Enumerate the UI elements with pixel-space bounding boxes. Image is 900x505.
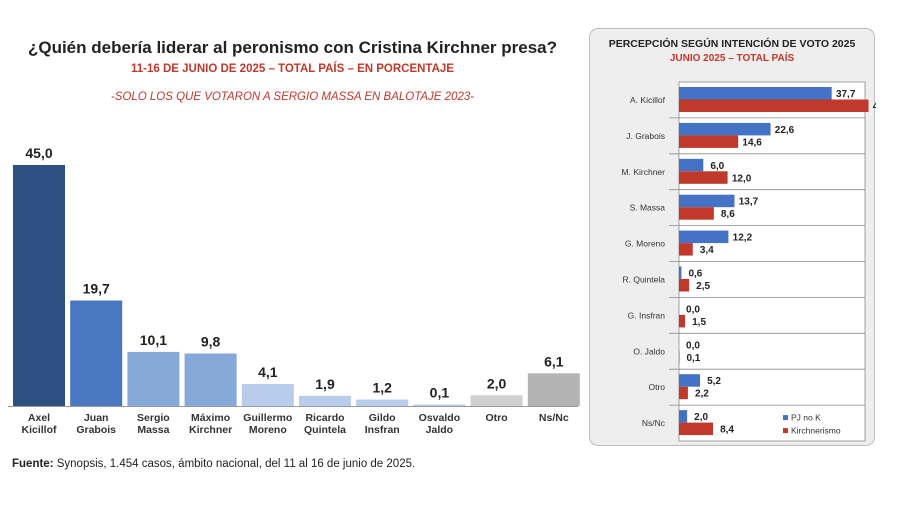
y-tick-label: G. Insfran: [628, 310, 666, 320]
bar: [241, 384, 294, 406]
bar-pj-no-k: [679, 266, 682, 279]
chart-note: -SOLO LOS QUE VOTARON A SERGIO MASSA EN …: [110, 91, 475, 103]
bar-value-label: 0,0: [686, 304, 700, 315]
bar-value-label: 8,6: [721, 209, 735, 220]
bar-value-label: 12,2: [733, 233, 753, 244]
bar-pj-no-k: [679, 158, 704, 172]
bar: [70, 300, 123, 406]
bar-value-label: 1,9: [315, 376, 335, 392]
bar-pj-no-k: [679, 410, 688, 423]
bar-value-label: 0,1: [430, 385, 450, 401]
legend-label: PJ no K: [791, 413, 821, 423]
bar-value-label: 8,4: [720, 425, 734, 436]
bar: [13, 165, 65, 406]
legend-label: Kirchnerismo: [791, 426, 841, 436]
source-label: Fuente:: [12, 458, 54, 470]
bar-value-label: 2,0: [694, 412, 708, 423]
x-tick-label: Ricardo Quintela: [304, 412, 346, 436]
x-tick-label: Guillermo Moreno: [243, 412, 292, 436]
bar-value-label: 14,6: [742, 137, 762, 148]
x-tick-label: Axel Kicillof: [21, 412, 57, 436]
bar-kirchnerismo: [679, 243, 693, 256]
bar: [470, 395, 523, 406]
bar-kirchnerismo: [679, 207, 714, 220]
bar-value-label: 1,2: [372, 380, 392, 396]
bar: [527, 373, 580, 406]
bar-kirchnerismo: [679, 314, 686, 328]
y-tick-label: O. Jaldo: [633, 346, 665, 356]
x-tick-label: Máximo Kirchner: [189, 412, 232, 436]
bar: [356, 399, 409, 406]
source-note: Fuente: Synopsis, 1.454 casos, ámbito na…: [12, 458, 415, 470]
bar-value-label: 0,1: [686, 353, 700, 364]
bar-value-label: 12,0: [732, 173, 752, 184]
x-tick-label: Ns/Nc: [539, 412, 569, 424]
bar-pj-no-k: [679, 374, 701, 387]
bar-value-label: 22,6: [775, 125, 795, 136]
x-tick-label: Osvaldo Jaldo: [419, 412, 460, 436]
bar-value-label: 3,4: [700, 245, 714, 256]
bar-pj-no-k: [679, 122, 771, 136]
bar-kirchnerismo: [679, 279, 690, 292]
bar-kirchnerismo: [679, 422, 714, 436]
x-tick-label: Gildo Insfran: [365, 412, 400, 436]
bar-pj-no-k: [679, 87, 832, 100]
bar-value-label: 6,1: [544, 353, 564, 369]
x-tick-label: Sergio Massa: [137, 412, 170, 436]
y-tick-label: A. Kicillof: [630, 95, 666, 105]
bar-kirchnerismo: [679, 99, 869, 112]
side-panel-subtitle: JUNIO 2025 – TOTAL PAÍS: [669, 53, 795, 64]
bar-value-label: 0,0: [686, 340, 700, 351]
side-panel: PERCEPCIÓN SEGÚN INTENCIÓN DE VOTO 2025 …: [589, 28, 876, 446]
bar-kirchnerismo: [679, 386, 688, 400]
bar-kirchnerismo: [679, 135, 739, 148]
source-text: Synopsis, 1.454 casos, ámbito nacional, …: [53, 458, 416, 470]
bar-value-label: 10,1: [140, 332, 167, 348]
bar-pj-no-k: [679, 194, 735, 208]
bar-value-label: 1,5: [692, 317, 706, 328]
bar-value-label: 2,5: [696, 281, 710, 292]
y-tick-label: R. Quintela: [622, 274, 665, 284]
y-tick-label: G. Moreno: [625, 239, 665, 249]
bar-value-label: 37,7: [836, 89, 856, 100]
bar: [127, 351, 180, 406]
bar-value-label: 9,8: [201, 334, 221, 350]
bar-value-label: 5,2: [707, 376, 721, 387]
bar-value-label: 13,7: [739, 197, 759, 208]
bar-pj-no-k: [679, 230, 729, 244]
bar-value-label: 2,2: [695, 389, 709, 400]
bar-value-label: 19,7: [83, 280, 110, 296]
bar-value-label: 4,1: [258, 364, 278, 380]
chart-title: ¿Quién debería liderar al peronismo con …: [27, 38, 558, 57]
y-tick-label: M. Kirchner: [622, 167, 666, 177]
legend-swatch: [783, 428, 788, 434]
y-tick-label: J. Grabois: [626, 131, 665, 141]
bar-value-label: 45,0: [25, 145, 52, 161]
x-tick-label: Otro: [486, 412, 508, 424]
legend-swatch: [783, 415, 788, 421]
bar: [299, 395, 351, 406]
bar-value-label: 2,0: [487, 375, 507, 391]
bar: [184, 353, 237, 406]
main-bar-chart: 45,0 Axel Kicillof 19,7 Juan Grabois 10,1 Sergi…: [8, 145, 580, 436]
side-panel-title: PERCEPCIÓN SEGÚN INTENCIÓN DE VOTO 2025: [608, 38, 856, 50]
bar-value-label: 6,0: [710, 161, 724, 172]
bar-value-label: 0,6: [688, 269, 702, 280]
y-tick-label: Ns/Nc: [642, 418, 666, 428]
y-tick-label: Otro: [648, 382, 665, 392]
bar-kirchnerismo: [679, 171, 728, 184]
chart-subtitle: 11-16 DE JUNIO DE 2025 – TOTAL PAÍS – EN…: [131, 63, 454, 75]
bar: [413, 404, 466, 406]
y-tick-label: S. Massa: [630, 203, 666, 213]
bar-value-label: 46,8: [873, 102, 876, 113]
side-bar-chart: A. Kicillof 37,7 46,8 J. Grabois 22,6 14,6 M. …: [622, 81, 876, 442]
x-tick-label: Juan Grabois: [76, 412, 116, 436]
